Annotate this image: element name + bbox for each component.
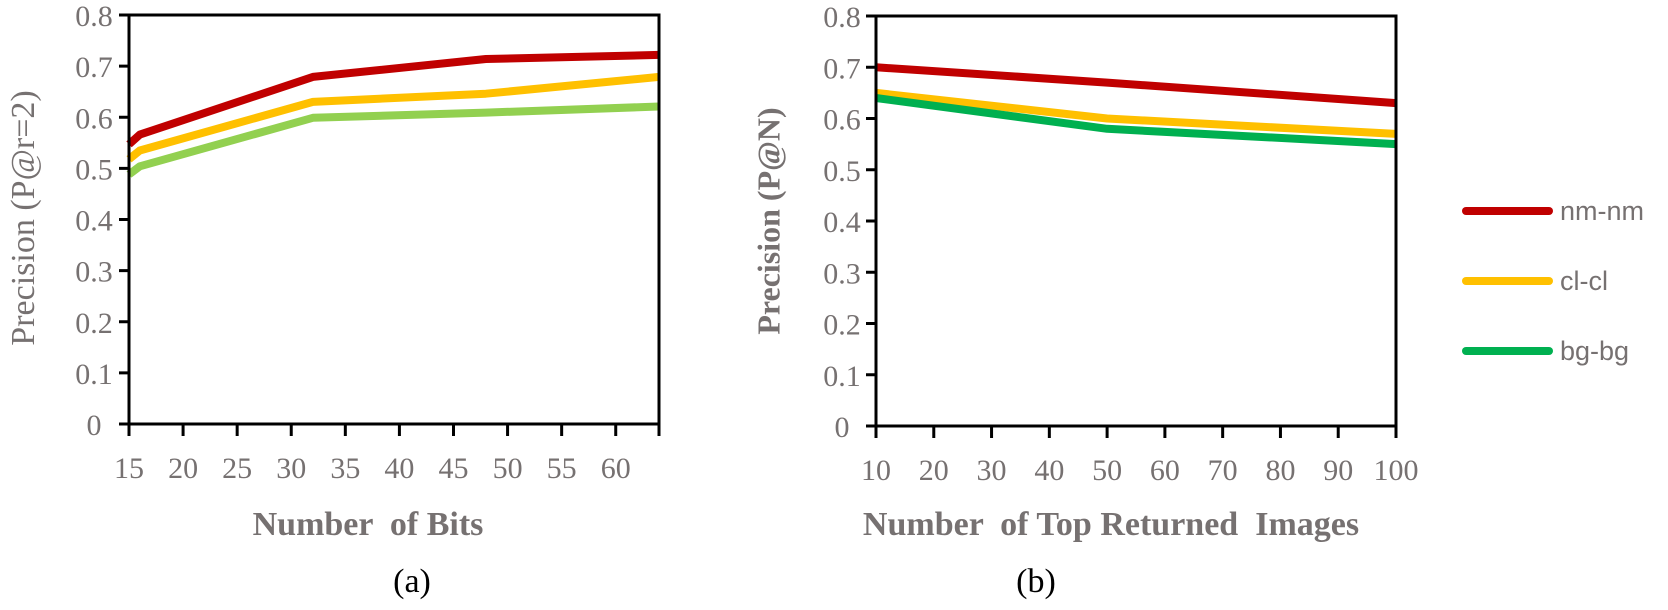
- chart-a-line-nm-nm: [126, 50, 660, 148]
- chart-b-x-tick-label: 70: [1208, 454, 1238, 487]
- chart-a-x-tick-label: 15: [114, 452, 144, 485]
- chart-a-y-tick-label: 0.2: [75, 307, 113, 340]
- chart-a-caption: (a): [393, 563, 431, 600]
- chart-a-x-ticks: 15 20 25 30 35 40 45 50 55 60: [114, 424, 661, 485]
- chart-a-plot-frame: [127, 13, 661, 426]
- legend-item-bg-bg: bg-bg: [1462, 336, 1629, 366]
- chart-b-y-tick-label: 0.2: [823, 309, 861, 342]
- chart-a-x-tick-label: 20: [168, 452, 198, 485]
- legend-label-nm-nm: nm-nm: [1560, 196, 1644, 226]
- chart-b-y-tick-label: 0.1: [823, 360, 861, 393]
- chart-a-y-tick-label: 0.7: [75, 51, 113, 84]
- chart-b-y-tick-label: 0.6: [823, 104, 861, 137]
- chart-b-y-ticks: 0 0.1 0.2 0.3 0.4 0.5 0.6 0.7 0.8: [823, 1, 876, 444]
- chart-b-y-tick-label: 0.3: [823, 257, 861, 290]
- chart-b-y-tick-label: 0.8: [823, 1, 861, 34]
- chart-a-y-tick-label: 0.6: [75, 102, 113, 135]
- chart-b-x-tick-label: 100: [1374, 454, 1419, 487]
- chart-a-line-bg-bg: [126, 102, 660, 178]
- chart-a-y-tick-label: 0.1: [75, 358, 113, 391]
- chart-a: 0 0.1 0.2 0.3 0.4 0.5 0.6 0.7 0.8 15 20 25 30 35 40 45…: [5, 0, 661, 600]
- chart-a-x-tick-label: 30: [276, 452, 306, 485]
- chart-a-y-tick-label: 0.8: [75, 0, 113, 33]
- chart-a-y-tick-label: 0.3: [75, 256, 113, 289]
- chart-b-caption: (b): [1016, 563, 1056, 600]
- chart-a-y-tick-label: 0.4: [75, 205, 113, 238]
- chart-b-line-nm-nm: [875, 63, 1397, 108]
- chart-a-y-ticks: 0 0.1 0.2 0.3 0.4 0.5 0.6 0.7 0.8: [75, 0, 129, 442]
- chart-a-x-tick-label: 55: [547, 452, 577, 485]
- chart-a-x-axis-title: Number of Bits: [253, 506, 484, 543]
- chart-a-x-tick-label: 40: [384, 452, 414, 485]
- chart-a-line-cl-cl: [126, 72, 660, 163]
- chart-b-y-axis-title: Precision (P@N): [750, 107, 786, 334]
- chart-a-x-tick-label: 60: [601, 452, 631, 485]
- chart-a-x-tick-label: 35: [330, 452, 360, 485]
- chart-b-line-bg-bg: [875, 94, 1397, 149]
- chart-b-x-axis-title: Number of Top Returned Images: [863, 506, 1359, 543]
- legend-item-nm-nm: nm-nm: [1462, 196, 1644, 226]
- chart-b-plot-frame: [874, 14, 1398, 428]
- chart-a-y-tick-label: 0.5: [75, 153, 113, 186]
- chart-a-x-tick-label: 25: [222, 452, 252, 485]
- chart-b: 0 0.1 0.2 0.3 0.4 0.5 0.6 0.7 0.8 10 20 30 40 50 60 70…: [750, 1, 1418, 600]
- chart-b-x-tick-label: 80: [1265, 454, 1295, 487]
- chart-b-y-tick-label: 0: [835, 411, 850, 444]
- legend-item-cl-cl: cl-cl: [1462, 266, 1608, 296]
- chart-b-y-tick-label: 0.5: [823, 155, 861, 188]
- chart-b-x-tick-label: 30: [977, 454, 1007, 487]
- chart-b-x-tick-label: 40: [1034, 454, 1064, 487]
- chart-b-x-ticks: 10 20 30 40 50 60 70 80 90 100: [861, 426, 1419, 487]
- chart-b-x-tick-label: 20: [919, 454, 949, 487]
- legend-label-cl-cl: cl-cl: [1560, 266, 1608, 296]
- legend: nm-nm cl-cl bg-bg: [1462, 196, 1644, 366]
- chart-a-x-tick-label: 50: [493, 452, 523, 485]
- chart-b-x-tick-label: 60: [1150, 454, 1180, 487]
- legend-label-bg-bg: bg-bg: [1560, 336, 1629, 366]
- chart-b-x-tick-label: 50: [1092, 454, 1122, 487]
- chart-a-x-tick-label: 45: [438, 452, 468, 485]
- chart-b-series-group: [875, 63, 1397, 149]
- chart-b-x-tick-label: 10: [861, 454, 891, 487]
- chart-a-y-tick-label: 0: [87, 409, 102, 442]
- chart-a-y-axis-title: Precision (P@r=2): [5, 90, 42, 345]
- chart-b-x-tick-label: 90: [1323, 454, 1353, 487]
- chart-b-y-tick-label: 0.7: [823, 52, 861, 85]
- chart-b-line-cl-cl: [875, 88, 1397, 138]
- chart-a-series-group: [126, 50, 660, 178]
- chart-b-y-tick-label: 0.4: [823, 206, 861, 239]
